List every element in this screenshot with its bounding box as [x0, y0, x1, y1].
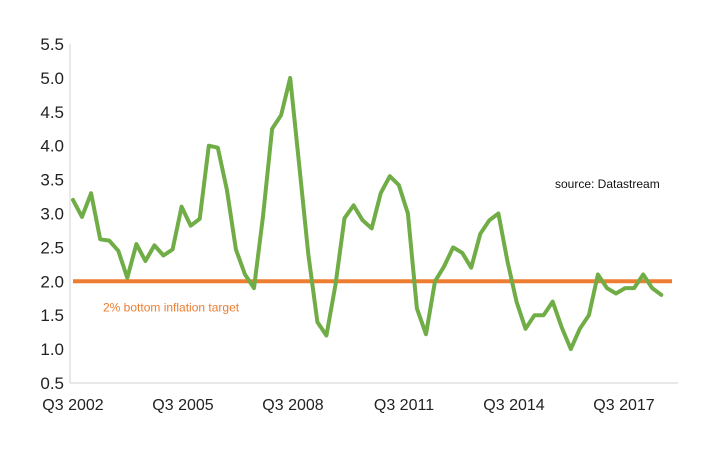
x-tick-label: Q3 2011 [374, 397, 434, 414]
y-tick-label: 1.5 [40, 306, 64, 325]
x-axis: Q3 2002 Q3 2005 Q3 2008 Q3 2011 Q3 2014 Q3 20… [42, 382, 678, 414]
y-tick-label: 0.5 [40, 374, 64, 393]
x-tick-label: Q3 2017 [593, 397, 654, 414]
x-tick-label: Q3 2002 [42, 397, 103, 414]
inflation-series-line [71, 75, 664, 352]
y-axis: 0.5 1.0 1.5 2.0 2.5 3.0 3.5 4.0 4.5 5.0 5.5 [40, 35, 71, 393]
y-tick-label: 1.0 [40, 340, 64, 359]
y-tick-label: 3.0 [40, 205, 64, 224]
y-tick-label: 5.0 [40, 69, 64, 88]
y-tick-label: 4.5 [40, 103, 64, 122]
target-label: 2% bottom inflation target [103, 300, 240, 314]
x-tick-label: Q3 2008 [262, 397, 323, 414]
y-tick-label: 2.5 [40, 238, 64, 257]
target-label-background [94, 297, 272, 318]
y-tick-label: 4.0 [40, 137, 64, 156]
y-tick-label: 5.5 [40, 35, 64, 54]
y-tick-label: 3.5 [40, 171, 64, 190]
y-tick-label: 2.0 [40, 272, 64, 291]
x-tick-label: Q3 2005 [152, 397, 213, 414]
x-tick-label: Q3 2014 [483, 397, 544, 414]
source-annotation: source: Datastream [555, 177, 660, 191]
